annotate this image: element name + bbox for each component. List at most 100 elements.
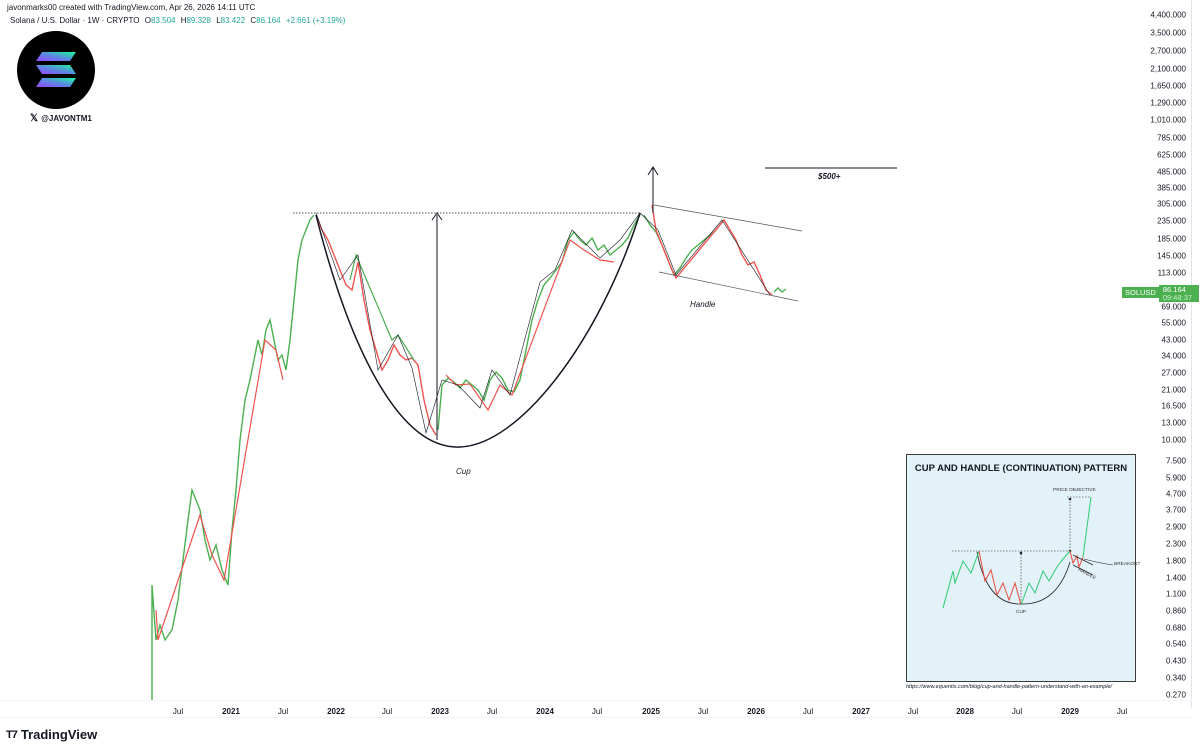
price-axis-label: 0.860: [1165, 606, 1186, 616]
x-icon: 𝕏: [30, 113, 39, 124]
cup-arc: [315, 212, 641, 448]
low-key: L: [216, 16, 221, 25]
price-axis-label: 113.000: [1157, 268, 1186, 278]
price-axis-label: 1.800: [1165, 556, 1186, 566]
price-axis-label: 185.000: [1157, 234, 1186, 244]
time-axis-label: Jul: [486, 707, 498, 716]
time-axis-label: Jul: [1116, 707, 1128, 716]
solana-logo: [16, 30, 96, 110]
price-tag-symbol: SOLUSD: [1122, 287, 1159, 298]
price-axis-label: 0.430: [1165, 656, 1186, 666]
price-axis-label: 55.000: [1161, 318, 1186, 328]
price-axis-label: 16.500: [1161, 401, 1186, 411]
solana-logo-icon: [17, 31, 95, 109]
time-axis-label: 2025: [642, 707, 660, 716]
close-value: 86.164: [256, 16, 281, 25]
time-axis[interactable]: Jul 2021 Jul 2022 Jul 2023 Jul 2024 Jul 2025 Jul 20…: [0, 700, 1192, 718]
target-label: $500+: [818, 172, 841, 181]
price-axis-label: 21.000: [1161, 385, 1186, 395]
inset-title: CUP AND HANDLE (CONTINUATION) PATTERN: [914, 463, 1128, 474]
time-axis-label: 2026: [747, 707, 765, 716]
time-axis-label: 2021: [222, 707, 240, 716]
ohlc-legend: Solana / U.S. Dollar · 1W · CRYPTO O83.5…: [10, 16, 345, 25]
time-axis-label: Jul: [697, 707, 709, 716]
price-axis-label: 2.300: [1165, 539, 1186, 549]
price-axis-label: 1,010.000: [1150, 115, 1186, 125]
last-price-tag: SOLUSD 86.164 09:48:37: [1122, 285, 1199, 302]
credit-line: javonmarks00 created with TradingView.co…: [7, 3, 256, 12]
time-axis-label: Jul: [277, 707, 289, 716]
price-tag-price: 86.164: [1162, 285, 1186, 294]
price-axis-label: 7.500: [1165, 456, 1186, 466]
price-axis-label: 2,700.000: [1150, 46, 1186, 56]
price-axis[interactable]: 4,400.000 3,500.000 2,700.000 2,100.000 1,65…: [1140, 0, 1192, 708]
price-axis-label: 235.000: [1157, 216, 1186, 226]
handle-text: @JAVONTM1: [41, 114, 92, 123]
time-axis-label: 2027: [852, 707, 870, 716]
channel-lower: [658, 271, 799, 302]
price-axis-label: 34.000: [1161, 351, 1186, 361]
time-axis-label: Jul: [381, 707, 393, 716]
price-axis-label: 3.700: [1165, 505, 1186, 515]
price-axis-label: 2,100.000: [1150, 64, 1186, 74]
price-axis-label: 625.000: [1157, 150, 1186, 160]
price-axis-label: 0.540: [1165, 639, 1186, 649]
time-axis-label: Jul: [1011, 707, 1023, 716]
time-axis-label: Jul: [172, 707, 184, 716]
price-axis-label: 2.900: [1165, 522, 1186, 532]
time-axis-label: 2029: [1061, 707, 1079, 716]
change-value: +2.661 (+3.19%): [285, 16, 346, 25]
price-axis-label: 1,650.000: [1150, 81, 1186, 91]
high-value: 89.328: [186, 16, 211, 25]
brand-name: TradingView: [20, 727, 98, 742]
time-axis-label: Jul: [591, 707, 603, 716]
symbol-description[interactable]: Solana / U.S. Dollar · 1W · CRYPTO: [10, 16, 140, 25]
inset-source-url[interactable]: https://www.equentis.com/blog/cup-and-ha…: [906, 684, 1113, 690]
open-key: O: [144, 16, 151, 25]
open-value: 83.504: [151, 16, 176, 25]
price-axis-label: 27.000: [1161, 368, 1186, 378]
price-axis-label: 1,290.000: [1150, 98, 1186, 108]
price-axis-label: 13.000: [1161, 418, 1186, 428]
social-handle: 𝕏 @JAVONTM1: [30, 113, 92, 124]
price-axis-label: 1.400: [1165, 573, 1186, 583]
price-axis-label: 0.270: [1165, 690, 1186, 700]
price-axis-label: 4,400.000: [1150, 10, 1186, 20]
price-axis-label: 145.000: [1157, 251, 1186, 261]
price-axis-label: 5.900: [1165, 473, 1186, 483]
price-axis-label: 1.100: [1165, 589, 1186, 599]
high-key: H: [180, 16, 187, 25]
time-axis-label: 2023: [431, 707, 449, 716]
pattern-inset: CUP AND HANDLE (CONTINUATION) PATTERN PR…: [906, 454, 1140, 682]
breakout-label: BREAKOUT: [1114, 562, 1141, 567]
price-axis-label: 69.000: [1161, 302, 1186, 312]
cup-inset-label: CUP: [1016, 610, 1027, 615]
price-chart-canvas[interactable]: [0, 0, 1140, 700]
price-axis-label: 385.000: [1157, 183, 1186, 193]
price-axis-label: 0.340: [1165, 673, 1186, 683]
inset-diagram: [942, 496, 1114, 609]
price-axis-label: 3,500.000: [1150, 28, 1186, 38]
handle-label: Handle: [690, 300, 716, 309]
close-key: C: [250, 16, 257, 25]
price-objective-label: PRICE OBJECTIVE: [1053, 488, 1096, 493]
zigzag-trendline: [315, 212, 771, 435]
tradingview-logo-icon: T7: [6, 728, 18, 741]
time-axis-label: Jul: [907, 707, 919, 716]
price-axis-label: 4.700: [1165, 489, 1186, 499]
price-tag-countdown: 09:48:37: [1162, 293, 1193, 302]
price-axis-label: 0.680: [1165, 623, 1186, 633]
tradingview-brand[interactable]: T7 TradingView: [6, 727, 97, 742]
price-axis-label: 785.000: [1157, 133, 1186, 143]
low-value: 83.422: [220, 16, 246, 25]
price-axis-label: 305.000: [1157, 199, 1186, 209]
time-axis-label: 2024: [536, 707, 554, 716]
time-axis-label: 2028: [956, 707, 974, 716]
cup-label: Cup: [456, 467, 471, 476]
channel-upper: [653, 204, 803, 232]
price-axis-label: 485.000: [1157, 167, 1186, 177]
candles: [151, 204, 787, 700]
price-axis-label: 10.000: [1161, 435, 1186, 445]
price-axis-border: [1191, 0, 1192, 708]
